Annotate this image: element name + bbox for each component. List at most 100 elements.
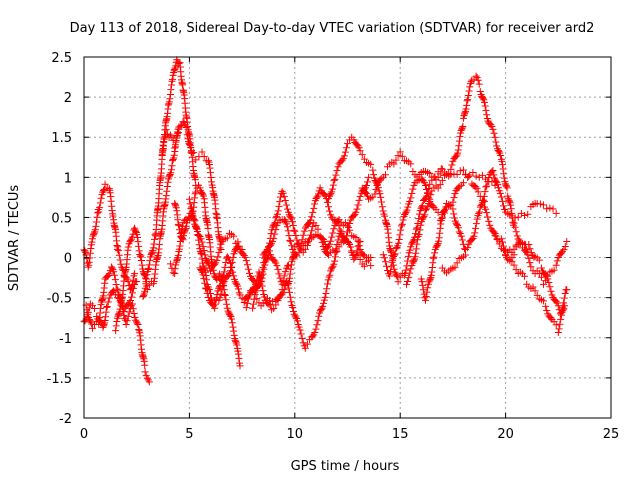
data-point (291, 227, 299, 235)
data-point (222, 259, 230, 267)
data-point (151, 231, 159, 239)
data-point (554, 302, 562, 310)
series-track-7 (166, 181, 244, 370)
data-point (423, 288, 431, 296)
data-point (277, 193, 285, 201)
data-point (282, 278, 290, 286)
data-point (136, 253, 144, 261)
data-point (97, 194, 105, 202)
data-point (92, 222, 100, 230)
data-point (297, 330, 305, 338)
data-point (209, 301, 217, 309)
data-point (253, 283, 261, 291)
data-point (335, 243, 343, 251)
data-point (410, 256, 418, 264)
data-point (450, 194, 458, 202)
x-tick-label: 0 (80, 427, 88, 442)
data-point (298, 335, 306, 343)
data-point (332, 248, 340, 256)
data-point (494, 181, 502, 189)
data-point (458, 236, 466, 244)
data-point (480, 192, 488, 200)
data-point (173, 132, 181, 140)
data-point (516, 239, 524, 247)
data-point (264, 243, 272, 251)
data-point (115, 310, 123, 318)
data-point (438, 215, 446, 223)
data-point (474, 188, 482, 196)
data-point (236, 362, 244, 370)
data-point (537, 264, 545, 272)
series-track-10 (196, 238, 292, 309)
data-point (537, 273, 545, 281)
data-point (286, 274, 294, 282)
data-point (401, 209, 409, 217)
data-point (412, 245, 420, 253)
data-point (458, 124, 466, 132)
data-point (201, 279, 209, 287)
data-point (409, 185, 417, 193)
series-track-3 (82, 263, 141, 332)
data-point (180, 119, 188, 127)
data-point (279, 189, 287, 197)
data-point (101, 317, 109, 325)
data-point (132, 227, 140, 235)
data-point (407, 160, 415, 168)
data-point (347, 243, 355, 251)
data-point (301, 245, 309, 253)
data-point (124, 300, 132, 308)
data-point (141, 288, 149, 296)
data-point (499, 161, 507, 169)
y-tick-label: 2 (64, 91, 72, 106)
data-point (545, 278, 553, 286)
x-tick-label: 5 (185, 427, 193, 442)
data-point (547, 314, 555, 322)
data-point (406, 269, 414, 277)
data-point (287, 298, 295, 306)
data-point (321, 293, 329, 301)
data-point (234, 285, 242, 293)
points-layer (80, 56, 571, 386)
data-point (448, 161, 456, 169)
data-point (484, 178, 492, 186)
y-tick-label: -1 (59, 332, 72, 347)
data-point (404, 252, 412, 260)
data-point (159, 146, 167, 154)
data-point (498, 197, 506, 205)
data-point (104, 298, 112, 306)
data-point (492, 138, 500, 146)
plot-frame (83, 56, 612, 419)
data-point (507, 205, 515, 213)
data-point (561, 302, 569, 310)
data-point (364, 178, 372, 186)
data-point (479, 196, 487, 204)
data-point (326, 271, 334, 279)
data-point (159, 141, 167, 149)
data-point (323, 280, 331, 288)
data-point (110, 287, 118, 295)
data-point (168, 162, 176, 170)
data-point (512, 241, 520, 249)
data-point (413, 236, 421, 244)
data-point (115, 251, 123, 259)
data-point (176, 122, 184, 130)
y-tick-label: 2.5 (51, 51, 72, 66)
data-point (498, 238, 506, 246)
data-point (549, 205, 557, 213)
series-track-6 (158, 118, 225, 254)
data-point (463, 97, 471, 105)
data-point (327, 190, 335, 198)
data-point (499, 165, 507, 173)
data-point (93, 213, 101, 221)
data-point (137, 252, 145, 260)
data-point (312, 325, 320, 333)
data-point (183, 216, 191, 224)
data-point (233, 344, 241, 352)
data-point (102, 308, 110, 316)
data-point (447, 201, 455, 209)
data-point (320, 299, 328, 307)
data-point (224, 271, 232, 279)
data-point (215, 248, 223, 256)
data-point (128, 289, 136, 297)
data-point (146, 256, 154, 264)
